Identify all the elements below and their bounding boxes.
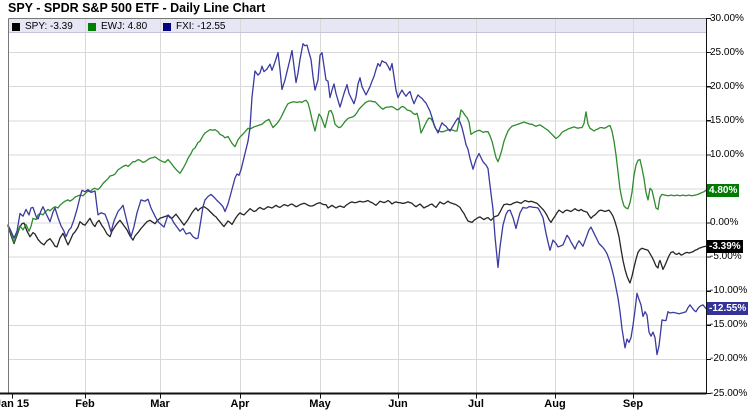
x-axis-label-Sep: Sep xyxy=(622,398,644,410)
legend-item-fxi: FXI: -12.55 xyxy=(163,21,225,32)
y-axis-label-20.00%: 20.00% xyxy=(710,80,744,92)
ewj-swatch-icon xyxy=(88,22,96,31)
y-axis-label--5.00%: -5.00% xyxy=(710,251,742,263)
series-line-fxi xyxy=(7,43,707,356)
x-axis-label-Jul: Jul xyxy=(468,398,484,410)
y-axis-label--20.00%: -20.00% xyxy=(710,353,748,365)
last-value-badge--3.39%: -3.39% xyxy=(707,239,743,253)
y-axis-label-15.00%: 15.00% xyxy=(710,114,744,126)
legend-label-fxi: FXI: -12.55 xyxy=(176,21,226,32)
series-line-ewj xyxy=(7,99,707,243)
legend-item-spy: SPY: -3.39 xyxy=(12,21,73,32)
y-axis-label-10.00%: 10.00% xyxy=(710,148,744,160)
x-axis-label-Feb: Feb xyxy=(75,398,95,410)
y-axis-label--15.00%: -15.00% xyxy=(710,319,748,331)
y-axis-label--25.00%: -25.00% xyxy=(710,387,748,399)
last-value-badge--12.55%: -12.55% xyxy=(707,302,749,316)
legend-label-ewj: EWJ: 4.80 xyxy=(101,21,148,32)
x-axis-label-Jan-15: Jan 15 xyxy=(0,398,30,410)
legend-item-ewj: EWJ: 4.80 xyxy=(88,21,147,32)
series-line-spy xyxy=(7,199,707,284)
y-axis-label-0.00%: 0.00% xyxy=(710,217,739,229)
fxi-swatch-icon xyxy=(163,22,171,31)
x-axis-label-Mar: Mar xyxy=(150,398,170,410)
last-value-badge-4.80%: 4.80% xyxy=(707,183,740,197)
x-axis-label-Aug: Aug xyxy=(544,398,566,410)
y-axis-label-30.00%: 30.00% xyxy=(710,12,744,24)
legend-label-spy: SPY: -3.39 xyxy=(25,21,73,32)
spy-swatch-icon xyxy=(12,22,20,31)
page-title: SPY - SPDR S&P 500 ETF - Daily Line Char… xyxy=(8,1,266,15)
legend-band xyxy=(8,18,706,33)
x-axis-label-Jun: Jun xyxy=(388,398,408,410)
x-axis-label-Apr: Apr xyxy=(230,398,250,410)
y-axis-label-25.00%: 25.00% xyxy=(710,46,744,58)
x-axis-label-May: May xyxy=(309,398,331,410)
y-axis-label--10.00%: -10.00% xyxy=(710,285,748,297)
